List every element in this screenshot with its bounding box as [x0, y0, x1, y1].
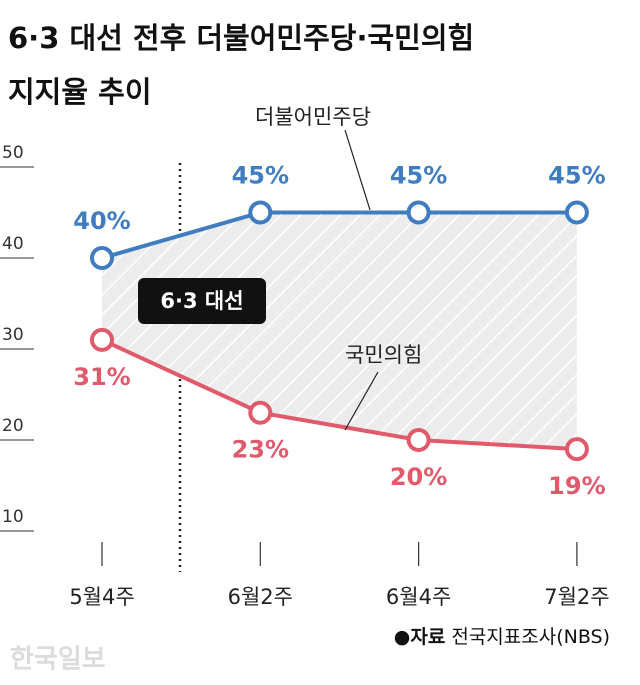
chart-title: 6·3 대선 전후 더불어민주당·국민의힘: [8, 21, 474, 55]
x-tick-label: 5월4주: [69, 585, 134, 609]
plot: 10 20 30 40 50 5월4주 6월2주 6월4주 7월2주 40% 45% 45% 45% 31…: [0, 143, 610, 609]
chart-subtitle: 지지율 추이: [8, 75, 152, 109]
source: 전국지표조사(NBS): [451, 626, 610, 648]
series-label: 더불어민주당: [255, 105, 371, 129]
point: [564, 437, 589, 462]
series-line: [101, 210, 577, 260]
point: [248, 200, 273, 225]
y-tick-label: 40: [2, 234, 24, 254]
value-label: 45%: [232, 162, 289, 190]
y-tick-label: 30: [2, 325, 24, 345]
source-label: ●자료: [394, 626, 446, 648]
x-tick-label: 6월2주: [228, 585, 293, 609]
point: [406, 200, 431, 225]
series-line: [101, 338, 578, 452]
leader-line: [344, 129, 371, 211]
point: [90, 246, 114, 270]
source-text: ●자료 전국지표조사(NBS): [394, 626, 610, 648]
y-tick-label: 10: [2, 507, 24, 527]
point: [406, 428, 431, 452]
annotation-box: [138, 278, 266, 324]
value-label: 40%: [73, 207, 130, 235]
series-label: 국민의힘: [345, 343, 422, 367]
value-label: 45%: [548, 162, 605, 190]
value-label: 23%: [232, 436, 289, 464]
value-label: 20%: [390, 463, 447, 491]
x-tick-label: 6월4주: [386, 585, 451, 609]
leader-line: [344, 371, 379, 431]
point: [564, 200, 589, 225]
value-label: 31%: [73, 363, 130, 391]
logo: 한국일보: [10, 645, 106, 675]
annotation: 6·3 대선: [160, 289, 243, 313]
point: [248, 400, 273, 425]
x-tick-label: 7월2주: [544, 585, 609, 609]
y-tick-label: 20: [2, 416, 24, 436]
value-label: 19%: [548, 472, 605, 500]
gap-area: [102, 212, 577, 450]
value-label: 45%: [390, 162, 447, 190]
point: [90, 327, 114, 352]
y-tick-label: 50: [2, 143, 24, 163]
